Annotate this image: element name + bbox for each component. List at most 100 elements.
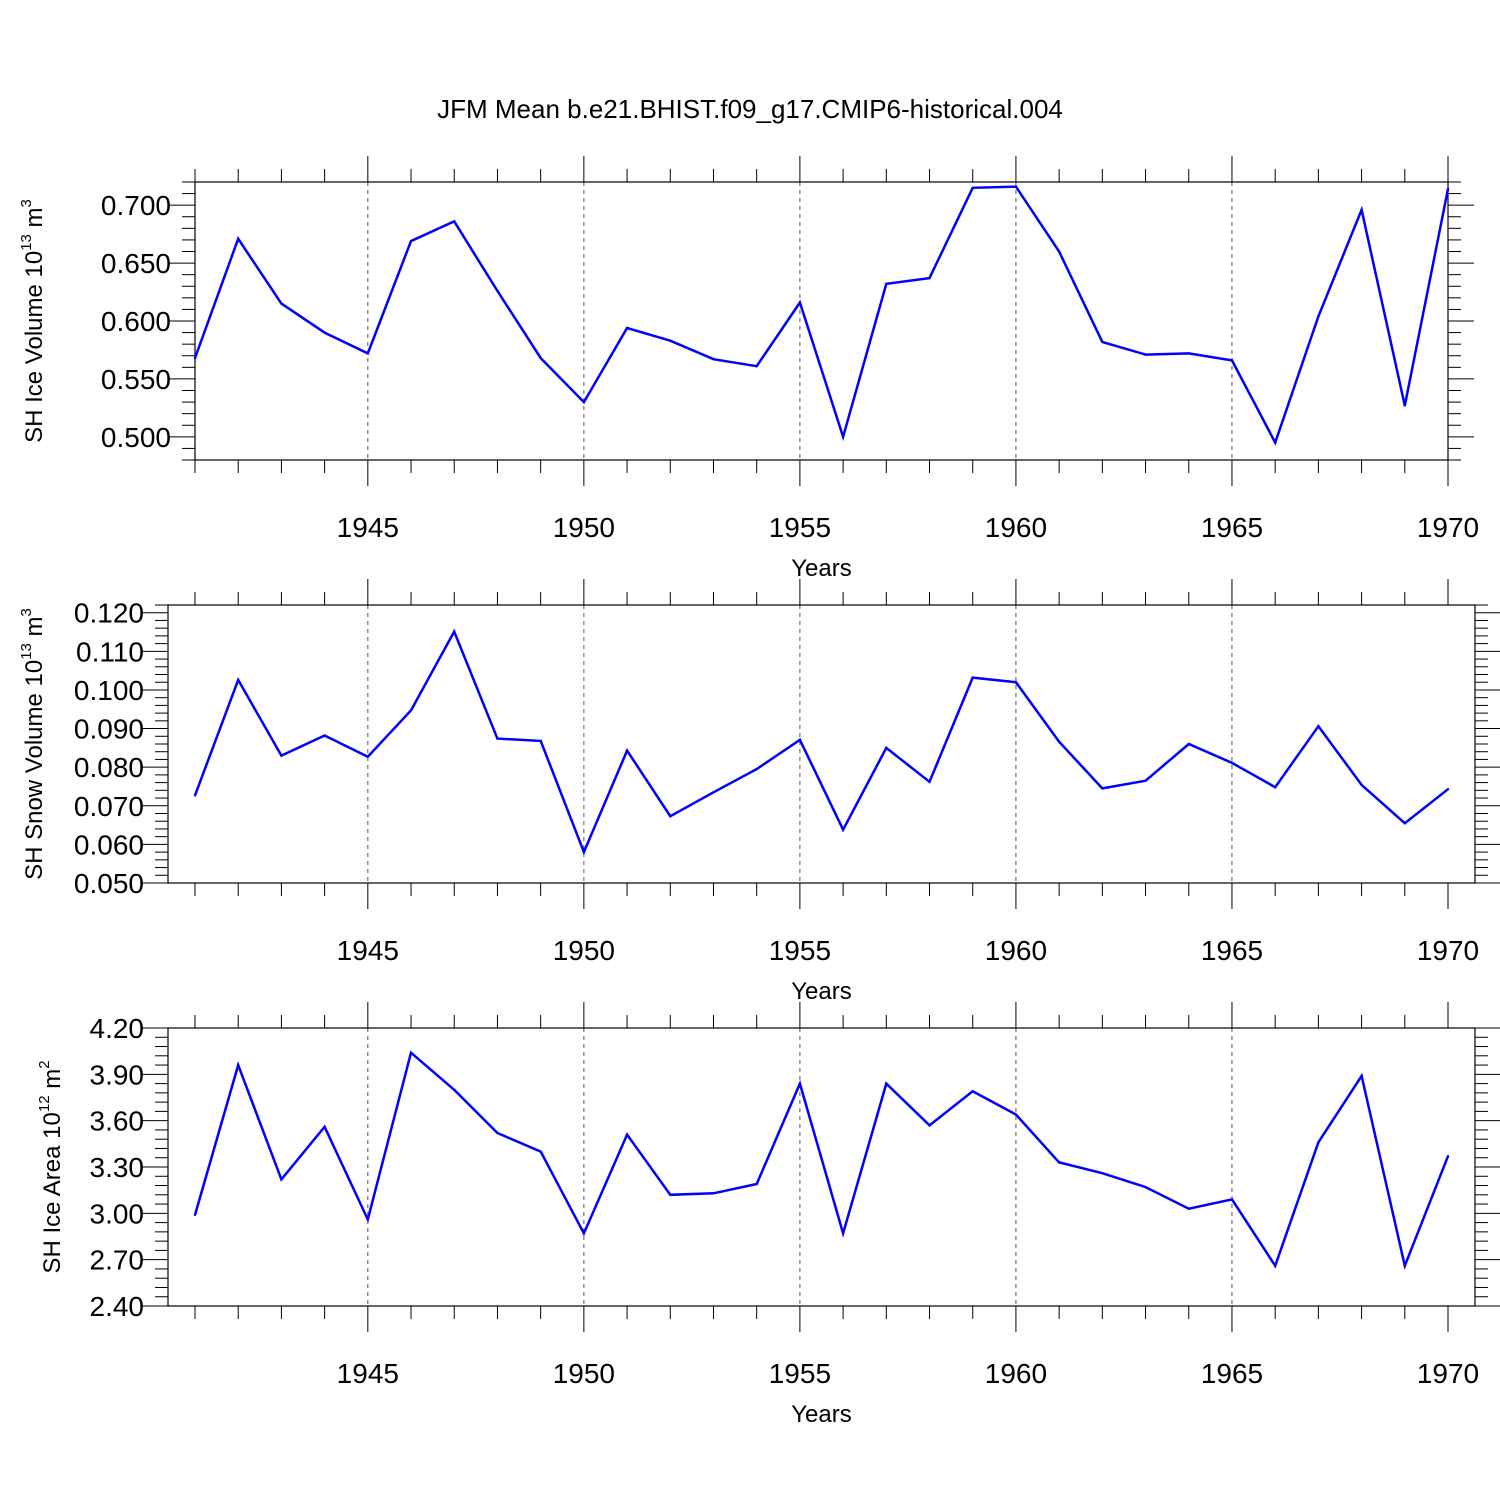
data-point xyxy=(1187,352,1190,355)
data-point xyxy=(237,237,240,240)
plot-frame xyxy=(167,1027,1476,1307)
data-point xyxy=(755,364,758,368)
x-tick-label: 1945 xyxy=(337,935,399,966)
y-tick-label: 0.500 xyxy=(101,422,171,453)
y-tick-label: 2.70 xyxy=(90,1245,145,1276)
data-point xyxy=(323,1125,326,1129)
data-point xyxy=(669,339,672,342)
chart-title: JFM Mean b.e21.BHIST.f09_g17.CMIP6-histo… xyxy=(437,94,1063,124)
data-point xyxy=(712,358,715,361)
data-point xyxy=(1273,786,1277,789)
data-point xyxy=(712,791,715,794)
y-tick-label: 3.60 xyxy=(90,1106,145,1137)
data-point xyxy=(971,1090,974,1093)
data-point xyxy=(366,352,370,355)
y-tick-label: 0.650 xyxy=(101,248,171,279)
x-tick-label: 1955 xyxy=(769,1358,831,1389)
data-point xyxy=(1187,1207,1190,1210)
data-point xyxy=(1230,761,1234,765)
data-point xyxy=(582,1232,586,1235)
data-point xyxy=(453,220,456,223)
data-point xyxy=(625,1133,629,1136)
x-tick-label: 1945 xyxy=(337,512,399,543)
plot-frame xyxy=(194,181,1449,461)
data-point xyxy=(625,326,629,330)
y-tick-label: 3.90 xyxy=(90,1059,145,1090)
data-point xyxy=(1057,250,1061,253)
data-point xyxy=(1144,1185,1147,1189)
panels: 0.500 0.550 0.600 0.650 0.700 1945 1950 1955 196… xyxy=(18,156,1500,1428)
data-point xyxy=(928,276,931,280)
data-point xyxy=(1014,681,1018,684)
data-point xyxy=(539,1150,542,1153)
data-point xyxy=(971,186,974,189)
data-point xyxy=(496,1131,499,1135)
data-point xyxy=(669,815,672,818)
y-tick-label: 0.070 xyxy=(74,791,144,822)
data-point xyxy=(1446,1154,1450,1158)
data-point xyxy=(582,400,586,404)
data-point xyxy=(1403,1264,1406,1268)
data-point xyxy=(496,737,499,740)
data-point xyxy=(1446,787,1450,791)
data-point xyxy=(539,356,542,360)
x-tick-label: 1970 xyxy=(1417,1358,1479,1389)
y-tick-label: 0.050 xyxy=(74,868,144,899)
data-point xyxy=(885,746,888,750)
data-point xyxy=(1273,1264,1277,1268)
series-line xyxy=(193,185,1450,446)
x-axis-label: Years xyxy=(791,1401,852,1428)
data-point xyxy=(1057,1161,1061,1164)
panel-2: 0.050 0.060 0.070 0.080 0.090 0.100 0.110 0.120… xyxy=(18,579,1500,1005)
data-point xyxy=(755,767,758,771)
y-tick-label: 0.090 xyxy=(74,714,144,745)
series-line xyxy=(193,1050,1450,1271)
y-axis-label: SH Ice Area 1012 m2 xyxy=(36,1060,66,1273)
data-point xyxy=(582,850,586,854)
y-tick-label: 0.120 xyxy=(74,598,144,629)
data-point xyxy=(323,734,326,737)
data-point xyxy=(280,302,283,305)
data-point xyxy=(1101,1171,1104,1175)
y-tick-label: 3.00 xyxy=(90,1198,145,1229)
data-point xyxy=(928,1124,931,1127)
data-point xyxy=(323,331,326,334)
data-point xyxy=(798,1082,802,1085)
y-axis-label: SH Ice Volume 1013 m3 xyxy=(18,199,48,443)
x-tick-label: 1970 xyxy=(1417,935,1479,966)
data-point xyxy=(237,1063,240,1067)
data-point xyxy=(1101,340,1104,344)
data-point xyxy=(409,1051,413,1054)
data-point xyxy=(625,749,629,752)
data-point xyxy=(798,301,802,304)
y-axis-label: SH Snow Volume 1013 m3 xyxy=(18,608,48,880)
x-tick-label: 1965 xyxy=(1201,512,1263,543)
y-tick-label: 0.110 xyxy=(76,636,144,667)
x-tick-label: 1950 xyxy=(553,1358,615,1389)
data-point xyxy=(280,1178,283,1181)
y-tick-label: 4.20 xyxy=(90,1013,145,1044)
data-point xyxy=(237,678,240,682)
data-point xyxy=(1403,404,1406,407)
data-point xyxy=(453,630,456,633)
x-tick-label: 1955 xyxy=(769,512,831,543)
data-point xyxy=(1144,779,1147,782)
data-point xyxy=(1360,1074,1363,1078)
data-point xyxy=(409,239,413,243)
x-axis-label: Years xyxy=(791,555,852,582)
y-tick-label: 0.600 xyxy=(101,306,171,337)
y-tick-label: 2.40 xyxy=(90,1291,145,1322)
data-point xyxy=(798,738,802,741)
data-point xyxy=(193,356,197,360)
data-point xyxy=(841,828,845,831)
x-tick-label: 1950 xyxy=(553,512,615,543)
data-point xyxy=(1014,1113,1018,1116)
x-tick-label: 1960 xyxy=(985,512,1047,543)
data-point xyxy=(1101,787,1104,790)
x-axis-label: Years xyxy=(791,978,852,1005)
data-point xyxy=(1317,1141,1320,1144)
data-point xyxy=(1230,359,1234,362)
x-tick-label: 1960 xyxy=(985,935,1047,966)
y-tick-label: 0.700 xyxy=(101,190,171,221)
